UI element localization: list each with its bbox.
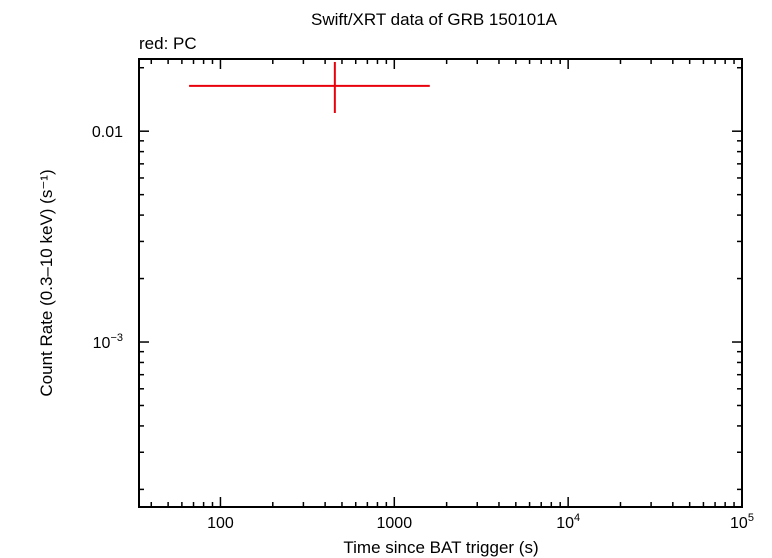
data-point: [189, 61, 430, 113]
y-tick-label: 0.01: [92, 124, 123, 141]
x-tick-label: 105: [730, 512, 754, 532]
data-marks: [189, 61, 430, 113]
tick-labels: 100 1000 104 105 0.01 10−3: [92, 124, 754, 532]
x-tick-label: 1000: [377, 515, 413, 532]
x-axis-label: Time since BAT trigger (s): [343, 538, 538, 557]
x-tick-label: 100: [207, 515, 234, 532]
x-tick-label: 104: [556, 512, 580, 532]
y-axis-label: Count Rate (0.3–10 keV) (s⁻¹): [37, 169, 56, 396]
y-tick-label: 10−3: [93, 332, 123, 352]
chart-title: Swift/XRT data of GRB 150101A: [311, 10, 558, 29]
axis-ticks: [139, 59, 743, 507]
axes: [138, 58, 743, 508]
chart-subtitle: red: PC: [139, 34, 197, 53]
plot-frame: [138, 58, 743, 508]
